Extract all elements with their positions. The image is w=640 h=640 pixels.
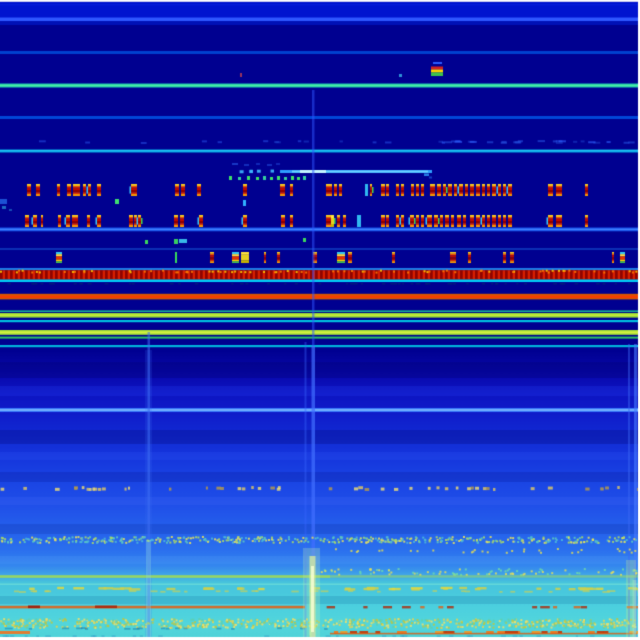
spectrogram-canvas [0,0,640,640]
spectrogram-viewport [0,0,640,640]
